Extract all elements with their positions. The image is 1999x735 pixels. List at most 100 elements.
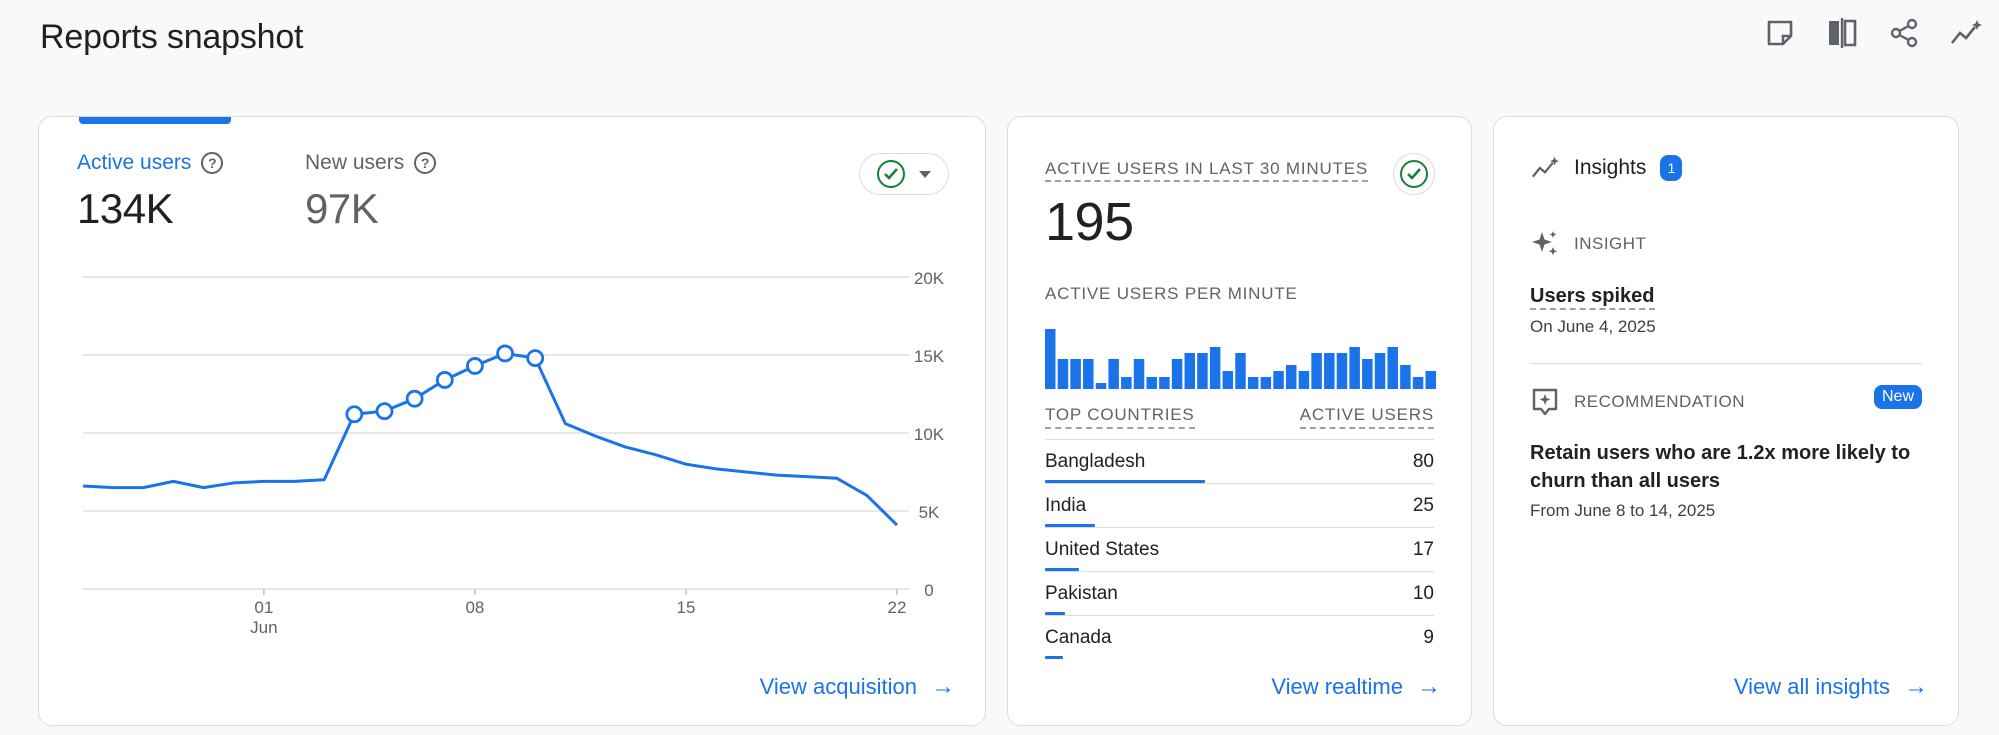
y-tick-label: 10K (914, 425, 945, 444)
per-minute-bar (1362, 359, 1373, 389)
tab-new-users[interactable]: New users? 97K (305, 151, 437, 233)
metric-value: 134K (77, 185, 174, 232)
link-label: View acquisition (759, 674, 917, 699)
per-minute-bar (1159, 377, 1170, 389)
country-name: Bangladesh (1045, 451, 1146, 472)
share-bar (1045, 480, 1205, 483)
per-minute-label: ACTIVE USERS PER MINUTE (1045, 284, 1298, 303)
country-users: 10 (1412, 583, 1434, 604)
share-bar (1045, 524, 1095, 527)
x-tick-label: 08 (465, 598, 484, 617)
realtime-status[interactable] (1393, 153, 1435, 195)
table-row[interactable]: Canada 9 (1045, 615, 1434, 659)
tab-active-users[interactable]: Active users? 134K (77, 151, 224, 233)
view-all-insights-link[interactable]: View all insights → (1734, 673, 1928, 701)
col-country-header[interactable]: TOP COUNTRIES (1045, 405, 1195, 429)
x-tick-label: 15 (677, 598, 696, 617)
recommendation-title[interactable]: Retain users who are 1.2x more likely to… (1530, 442, 1911, 492)
customize-report-icon[interactable] (1761, 14, 1799, 52)
col-users-header[interactable]: ACTIVE USERS (1299, 405, 1434, 429)
arrow-right-icon: → (1904, 673, 1928, 700)
table-row[interactable]: India 25 (1045, 483, 1434, 527)
per-minute-bar (1108, 359, 1119, 389)
metric-label: New users (305, 151, 405, 174)
countries-table-header: TOP COUNTRIES ACTIVE USERS (1045, 405, 1434, 429)
data-quality-dropdown[interactable] (859, 153, 949, 195)
insights-icon (1531, 156, 1559, 178)
help-icon[interactable]: ? (201, 152, 224, 174)
chevron-down-icon (919, 170, 931, 178)
per-minute-bar (1336, 353, 1348, 389)
per-minute-bar (1171, 359, 1183, 389)
share-icon[interactable] (1885, 14, 1923, 52)
y-tick-label: 5K (919, 503, 940, 522)
country-users: 80 (1412, 451, 1434, 472)
recommendation-label: RECOMMENDATION (1574, 392, 1746, 411)
series-line-active-users (82, 351, 899, 527)
insights-card: Insights 1 INSIGHT Users spiked On June … (1493, 116, 1959, 726)
link-label: View all insights (1733, 674, 1890, 699)
per-minute-bar (1298, 371, 1310, 389)
recommendation-subtitle: From June 8 to 14, 2025 (1530, 501, 1716, 520)
per-minute-bar (1425, 371, 1436, 389)
per-minute-bar (1285, 365, 1297, 389)
country-name: India (1045, 495, 1087, 516)
data-point (496, 344, 514, 363)
data-point (466, 357, 484, 375)
insight-section-label: INSIGHT (1530, 229, 1646, 259)
data-point (435, 371, 454, 389)
per-minute-bar (1311, 353, 1322, 389)
page-title: Reports snapshot (40, 18, 304, 56)
per-minute-bar (1273, 371, 1284, 389)
per-minute-bar (1095, 383, 1107, 389)
table-row[interactable]: Bangladesh 80 (1045, 439, 1434, 483)
new-badge: New (1873, 385, 1922, 409)
check-circle-icon (877, 160, 905, 188)
data-point (375, 402, 394, 421)
insights-icon[interactable] (1947, 14, 1985, 52)
insight-title-text: Users spiked (1530, 285, 1655, 310)
selected-tab-indicator (79, 117, 231, 124)
link-label: View realtime (1271, 674, 1403, 699)
insight-subtitle: On June 4, 2025 (1530, 317, 1656, 336)
realtime-card: ACTIVE USERS IN LAST 30 MINUTES 195 ACTI… (1007, 116, 1472, 726)
view-realtime-link[interactable]: View realtime → (1271, 673, 1441, 701)
per-minute-bar (1197, 353, 1208, 389)
divider (1530, 363, 1922, 364)
realtime-label-text: ACTIVE USERS IN LAST 30 MINUTES (1045, 159, 1369, 182)
insight-title[interactable]: Users spiked (1530, 285, 1655, 310)
insights-count-badge: 1 (1660, 155, 1683, 181)
insights-header: Insights 1 (1530, 155, 1683, 181)
view-acquisition-link[interactable]: View acquisition → (760, 673, 955, 701)
per-minute-bar (1121, 377, 1132, 389)
sparkle-icon (1532, 231, 1558, 256)
check-circle-icon (1400, 160, 1428, 188)
per-minute-bar (1057, 359, 1069, 389)
per-minute-bar (1222, 371, 1234, 389)
recommendation-icon (1532, 388, 1558, 416)
y-tick-label: 20K (914, 269, 945, 288)
per-minute-bar (1349, 347, 1360, 389)
per-minute-bar (1374, 353, 1386, 389)
metric-label: Active users (77, 151, 192, 174)
table-row[interactable]: Pakistan 10 (1045, 571, 1434, 615)
x-tick-label: 22 (888, 598, 907, 617)
arrow-right-icon: → (931, 673, 955, 700)
overview-card: Active users? 134K New users? 97K 0 5K 10K… (38, 116, 986, 726)
data-point (405, 389, 424, 408)
country-users: 17 (1412, 539, 1434, 560)
per-minute-bar (1070, 359, 1081, 389)
per-minute-bar (1260, 377, 1272, 389)
country-users: 25 (1412, 495, 1434, 516)
countries-table: Bangladesh 80 India 25 United States 17 Pakist… (1045, 439, 1434, 659)
per-minute-bar (1400, 365, 1411, 389)
help-icon[interactable]: ? (414, 152, 437, 174)
table-row[interactable]: United States 17 (1045, 527, 1434, 571)
metric-value: 97K (305, 185, 379, 232)
per-minute-bar (1133, 359, 1145, 389)
compare-icon[interactable] (1823, 14, 1861, 52)
insight-label: INSIGHT (1574, 234, 1647, 253)
share-bar (1045, 656, 1063, 659)
per-minute-bar (1184, 353, 1196, 389)
